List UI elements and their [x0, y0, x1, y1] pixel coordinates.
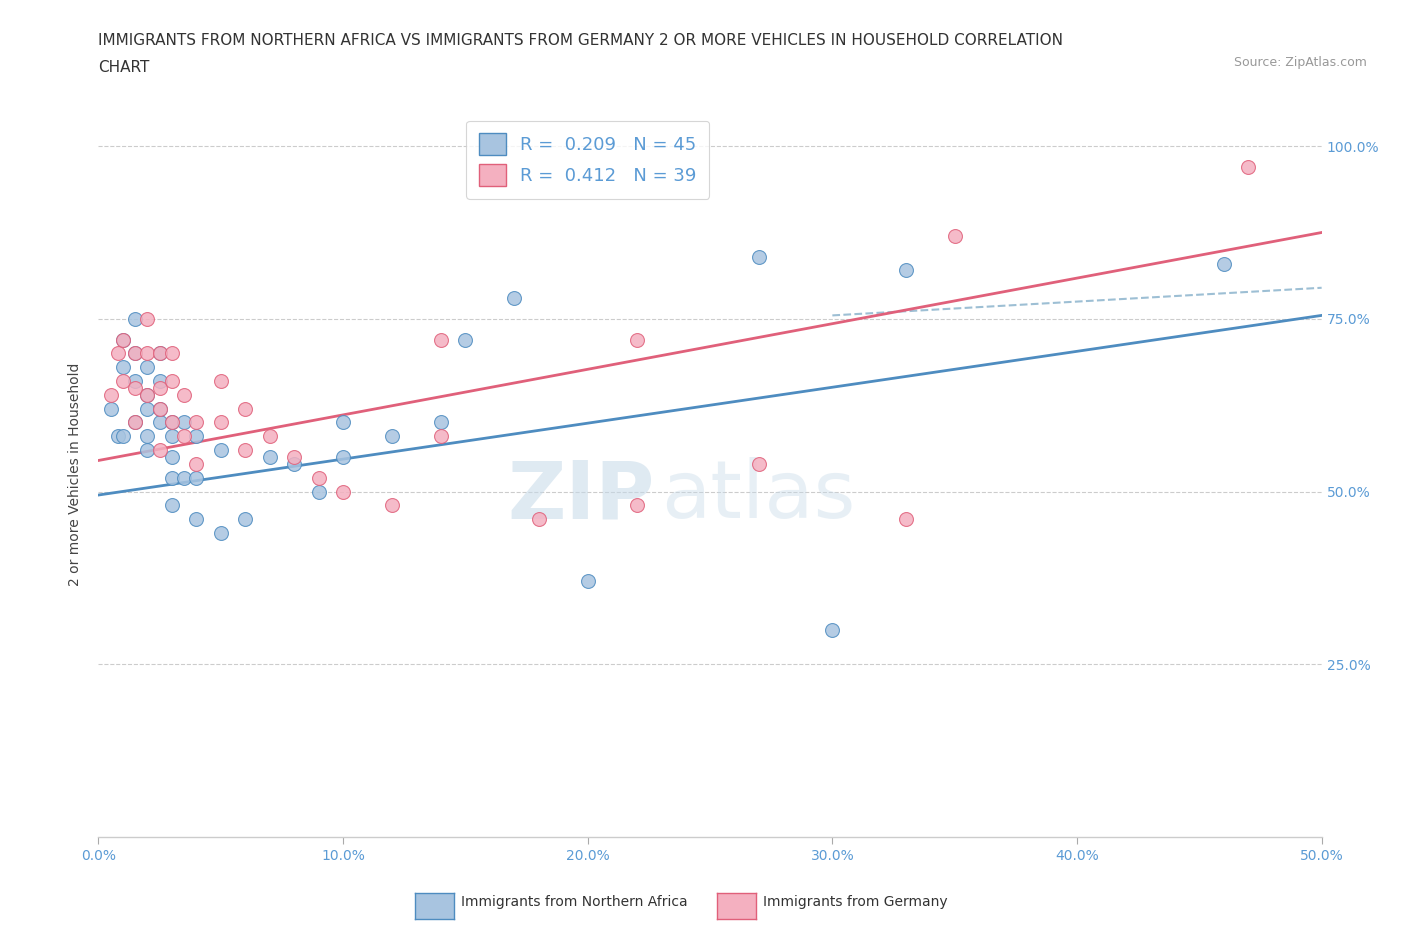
Point — [111, 374, 134, 389]
Point — [124, 374, 146, 389]
Point — [136, 429, 159, 444]
Point — [124, 346, 146, 361]
Point — [160, 346, 183, 361]
Point — [943, 229, 966, 244]
Point — [430, 415, 453, 430]
Point — [136, 443, 159, 458]
Point — [107, 429, 129, 444]
Point — [186, 512, 208, 526]
Point — [308, 485, 330, 499]
Point — [527, 512, 550, 526]
Point — [186, 429, 208, 444]
Point — [160, 498, 183, 512]
Point — [136, 312, 159, 326]
Point — [1237, 159, 1260, 174]
Point — [259, 429, 281, 444]
Point — [111, 332, 134, 347]
Point — [160, 374, 183, 389]
Point — [209, 415, 232, 430]
Point — [332, 449, 354, 464]
Point — [160, 429, 183, 444]
Point — [626, 498, 648, 512]
Point — [136, 360, 159, 375]
Point — [149, 415, 172, 430]
Point — [1212, 256, 1234, 271]
Point — [160, 449, 183, 464]
Point — [283, 457, 305, 472]
Point — [894, 263, 917, 278]
Point — [209, 525, 232, 540]
Point — [100, 401, 122, 416]
Point — [576, 574, 599, 589]
Point — [173, 429, 195, 444]
Point — [124, 415, 146, 430]
Text: Source: ZipAtlas.com: Source: ZipAtlas.com — [1233, 56, 1367, 69]
Point — [149, 346, 172, 361]
Point — [160, 415, 183, 430]
Point — [149, 380, 172, 395]
Point — [503, 291, 526, 306]
Point — [233, 443, 256, 458]
Point — [186, 457, 208, 472]
Point — [136, 346, 159, 361]
Point — [259, 449, 281, 464]
Point — [233, 512, 256, 526]
Point — [149, 401, 172, 416]
Point — [332, 485, 354, 499]
Point — [209, 443, 232, 458]
Y-axis label: 2 or more Vehicles in Household: 2 or more Vehicles in Household — [69, 363, 83, 586]
Point — [430, 429, 453, 444]
Point — [821, 622, 844, 637]
Text: Immigrants from Northern Africa: Immigrants from Northern Africa — [461, 895, 688, 910]
Legend: R =  0.209   N = 45, R =  0.412   N = 39: R = 0.209 N = 45, R = 0.412 N = 39 — [467, 121, 709, 199]
Point — [626, 332, 648, 347]
Point — [111, 360, 134, 375]
Point — [124, 312, 146, 326]
Point — [111, 332, 134, 347]
Text: IMMIGRANTS FROM NORTHERN AFRICA VS IMMIGRANTS FROM GERMANY 2 OR MORE VEHICLES IN: IMMIGRANTS FROM NORTHERN AFRICA VS IMMIG… — [98, 33, 1063, 47]
Point — [381, 498, 404, 512]
Point — [107, 346, 129, 361]
Point — [149, 346, 172, 361]
Point — [136, 388, 159, 403]
Point — [173, 415, 195, 430]
Point — [186, 471, 208, 485]
Point — [381, 429, 404, 444]
Point — [308, 471, 330, 485]
Point — [124, 415, 146, 430]
Point — [173, 388, 195, 403]
Text: ZIP: ZIP — [508, 457, 655, 535]
Point — [160, 415, 183, 430]
Point — [111, 429, 134, 444]
Point — [430, 332, 453, 347]
Text: Immigrants from Germany: Immigrants from Germany — [763, 895, 948, 910]
Point — [209, 374, 232, 389]
Point — [136, 388, 159, 403]
Point — [894, 512, 917, 526]
Point — [233, 401, 256, 416]
Point — [173, 471, 195, 485]
Point — [748, 249, 770, 264]
Point — [136, 401, 159, 416]
Text: CHART: CHART — [98, 60, 150, 75]
Text: atlas: atlas — [661, 457, 855, 535]
Point — [454, 332, 477, 347]
Point — [100, 388, 122, 403]
Point — [186, 415, 208, 430]
Point — [748, 457, 770, 472]
Point — [149, 374, 172, 389]
Point — [332, 415, 354, 430]
Point — [124, 380, 146, 395]
Point — [149, 443, 172, 458]
Point — [160, 471, 183, 485]
Point — [283, 449, 305, 464]
Point — [149, 401, 172, 416]
Point — [124, 346, 146, 361]
